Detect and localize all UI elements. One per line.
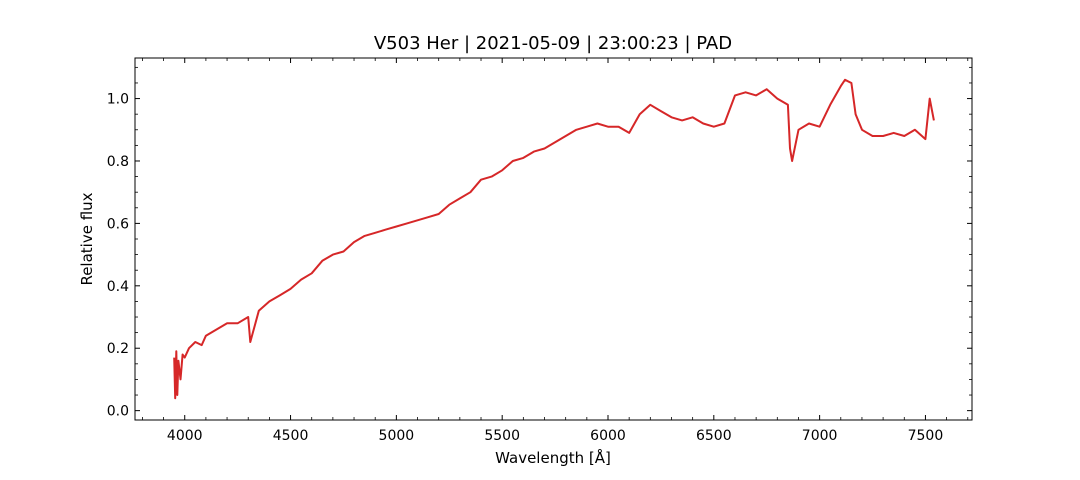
x-axis-label: Wavelength [Å] [495,448,611,467]
y-tick-label: 0.4 [107,279,129,295]
x-tick-label: 6500 [696,428,732,444]
y-tick-label: 1.0 [107,92,129,108]
x-tick-label: 5000 [379,428,415,444]
x-tick-label: 4500 [273,428,309,444]
y-tick-label: 0.6 [107,216,129,232]
x-tick-label: 5500 [484,428,520,444]
y-tick-label: 0.8 [107,154,129,170]
x-tick-label: 6000 [590,428,626,444]
y-tick-label: 0.2 [107,341,129,357]
y-axis-label: Relative flux [78,192,96,285]
y-tick-label: 0.0 [107,404,129,420]
series-line-spectrum [173,78,935,400]
x-tick-label: 7500 [908,428,944,444]
chart-title: V503 Her | 2021-05-09 | 23:00:23 | PAD [374,33,732,54]
x-tick-label: 7000 [802,428,838,444]
plot-area [173,78,935,400]
plot-frame [134,57,973,421]
x-axis: 4000 4500 5000 5500 6000 6500 7000 7500 [142,58,969,444]
x-tick-label: 4000 [167,428,203,444]
y-axis: 0.0 0.2 0.4 0.6 0.8 1.0 [107,66,972,420]
